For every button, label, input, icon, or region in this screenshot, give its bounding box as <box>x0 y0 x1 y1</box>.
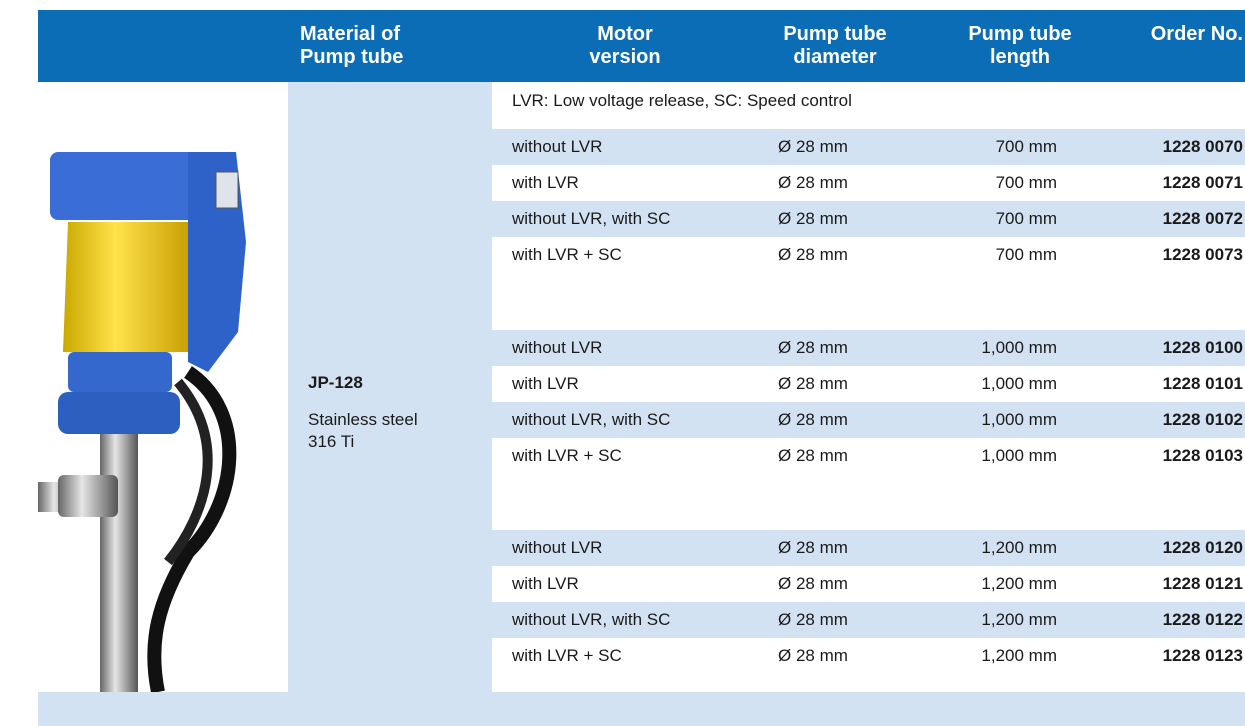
diameter: Ø 28 mm <box>778 173 848 192</box>
diameter: Ø 28 mm <box>778 245 848 264</box>
header-text: version <box>589 46 661 68</box>
diameter: Ø 28 mm <box>778 410 848 429</box>
header-band <box>38 10 1245 82</box>
motor-version: with LVR <box>512 173 579 192</box>
diameter: Ø 28 mm <box>778 338 848 357</box>
order-no: 1228 0121 <box>1162 574 1243 593</box>
length: 1,200 mm <box>981 646 1057 665</box>
length: 1,200 mm <box>981 610 1057 629</box>
order-no: 1228 0072 <box>1162 209 1243 228</box>
material-name: JP-128 <box>308 373 363 392</box>
header-text: Motor <box>597 23 653 45</box>
motor-version: without LVR, with SC <box>512 610 671 629</box>
header-text: Pump tube <box>968 23 1072 45</box>
motor-version: with LVR + SC <box>512 446 622 465</box>
motor-version: without LVR <box>512 338 603 357</box>
length: 1,000 mm <box>981 374 1057 393</box>
header-text: Pump tube <box>300 46 404 68</box>
motor-version: without LVR <box>512 137 603 156</box>
pump-image <box>38 152 246 692</box>
length: 700 mm <box>995 137 1057 156</box>
material-column <box>288 82 492 692</box>
motor-version: without LVR <box>512 538 603 557</box>
length: 1,000 mm <box>981 446 1057 465</box>
motor-version: without LVR, with SC <box>512 209 671 228</box>
diameter: Ø 28 mm <box>778 137 848 156</box>
length: 700 mm <box>995 173 1057 192</box>
row-band <box>492 201 1245 237</box>
length: 1,000 mm <box>981 338 1057 357</box>
order-no: 1228 0103 <box>1162 446 1243 465</box>
order-no: 1228 0101 <box>1162 374 1243 393</box>
order-no: 1228 0070 <box>1162 137 1243 156</box>
order-no: 1228 0100 <box>1162 338 1243 357</box>
diameter: Ø 28 mm <box>778 646 848 665</box>
order-no: 1228 0073 <box>1162 245 1243 264</box>
note: LVR: Low voltage release, SC: Speed cont… <box>512 91 852 110</box>
order-no: 1228 0102 <box>1162 410 1243 429</box>
motor-version: with LVR + SC <box>512 646 622 665</box>
diameter: Ø 28 mm <box>778 610 848 629</box>
material-description: 316 Ti <box>308 432 355 451</box>
order-no: 1228 0123 <box>1162 646 1243 665</box>
length: 1,200 mm <box>981 574 1057 593</box>
header-text: Order No. <box>1150 23 1243 45</box>
length: 1,000 mm <box>981 410 1057 429</box>
diameter: Ø 28 mm <box>778 209 848 228</box>
motor-version: with LVR <box>512 374 579 393</box>
length: 1,200 mm <box>981 538 1057 557</box>
diameter: Ø 28 mm <box>778 538 848 557</box>
row-band <box>492 530 1245 566</box>
motor-version: without LVR, with SC <box>512 410 671 429</box>
header-text: diameter <box>793 46 877 68</box>
material-description: Stainless steel <box>308 410 418 429</box>
order-no: 1228 0071 <box>1162 173 1243 192</box>
header-text: Pump tube <box>783 23 887 45</box>
order-no: 1228 0122 <box>1162 610 1243 629</box>
motor-version: with LVR + SC <box>512 245 622 264</box>
diameter: Ø 28 mm <box>778 446 848 465</box>
row-band <box>492 330 1245 366</box>
order-no: 1228 0120 <box>1162 538 1243 557</box>
motor-version: with LVR <box>512 574 579 593</box>
row-band <box>492 129 1245 165</box>
length: 700 mm <box>995 209 1057 228</box>
header-text: Material of <box>300 23 401 45</box>
header-text: length <box>990 46 1050 68</box>
row-band <box>492 402 1245 438</box>
row-band <box>492 602 1245 638</box>
diameter: Ø 28 mm <box>778 374 848 393</box>
length: 700 mm <box>995 245 1057 264</box>
diameter: Ø 28 mm <box>778 574 848 593</box>
footer-band <box>38 692 1245 726</box>
